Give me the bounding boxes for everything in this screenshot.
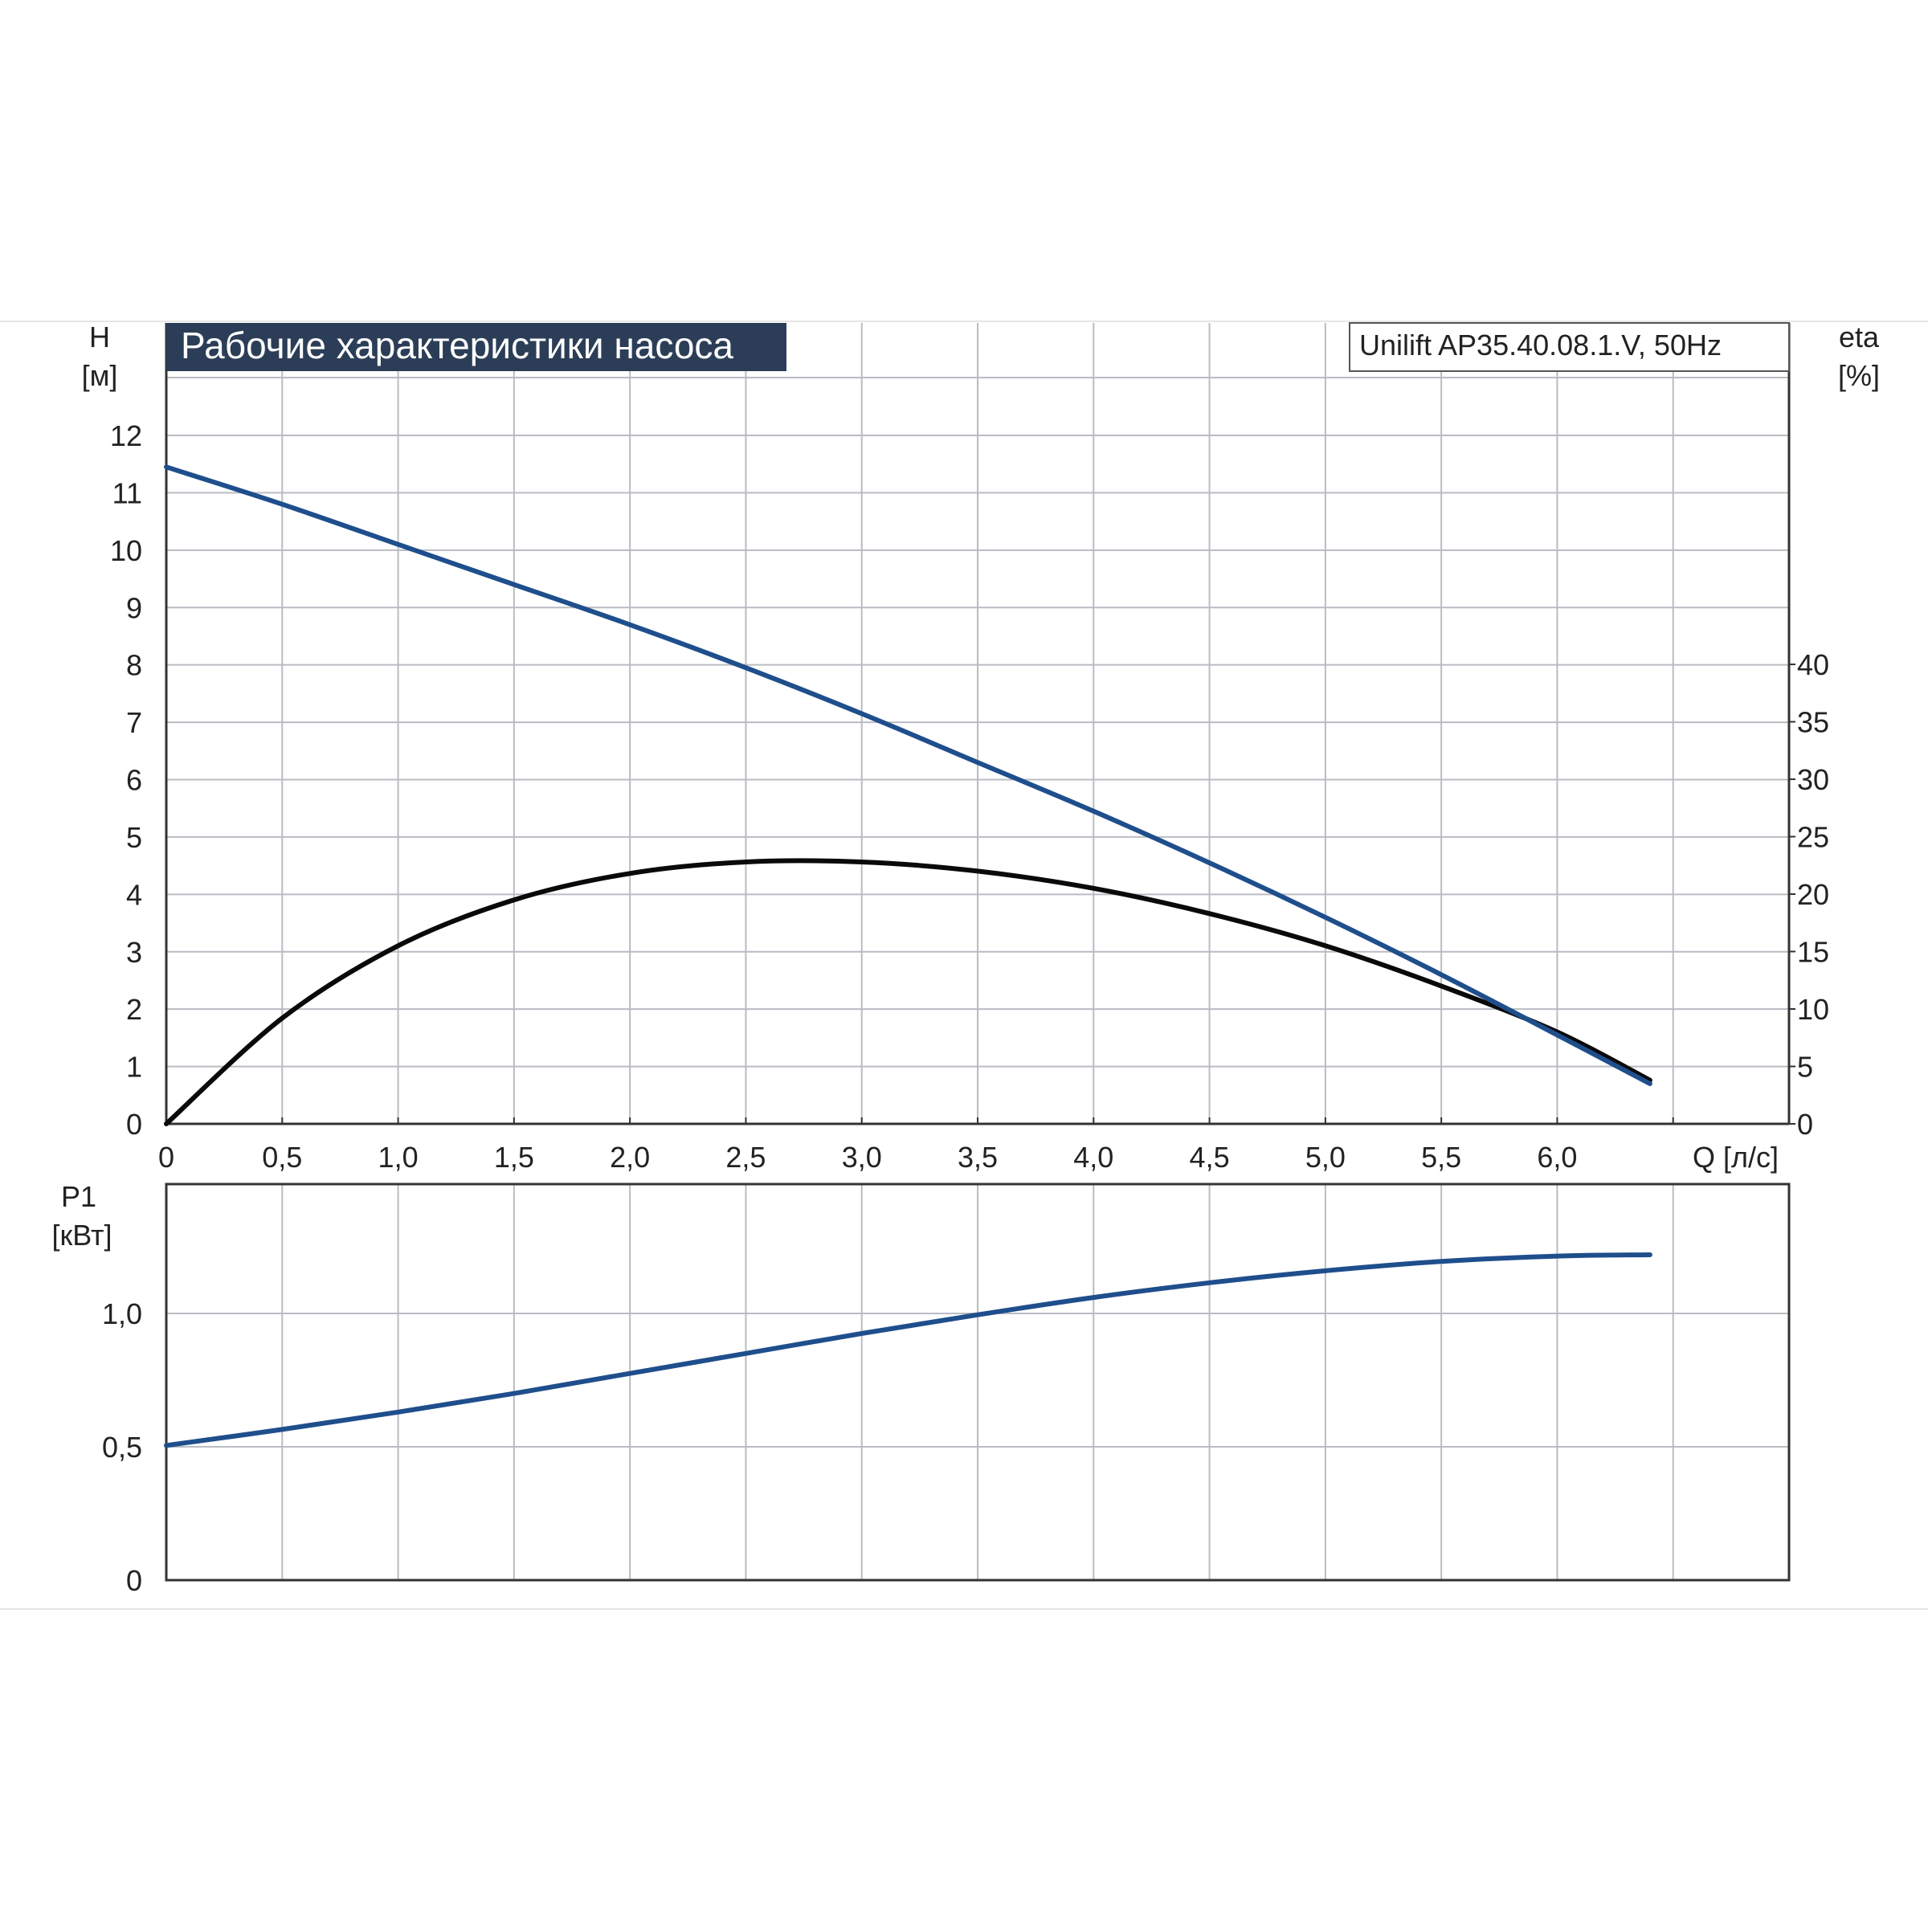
y-left-tick-label: 12	[110, 419, 142, 452]
x-tick-label: 1,5	[494, 1141, 534, 1174]
p1-label-unit: [кВт]	[51, 1219, 112, 1252]
y-right-label-name: eta	[1839, 321, 1880, 353]
y-left-tick-label: 9	[126, 591, 142, 624]
tick-labels: 0 0,5 1,0 1,5 2,0 2,5 3,0 3,5 4,0 4,5 5,0 5,5 6,0012…	[102, 419, 1829, 1597]
x-tick-label: 4,5	[1190, 1141, 1230, 1174]
model-label: Unilift AP35.40.08.1.V, 50Hz	[1359, 329, 1722, 361]
y-left-tick-label: 6	[126, 764, 142, 797]
p1-tick-label: 1,0	[102, 1297, 142, 1330]
x-tick-label: 5,0	[1305, 1141, 1346, 1174]
y-right-tick-label: 10	[1797, 993, 1829, 1026]
model-label-box	[1349, 322, 1790, 372]
y-left-tick-label: 5	[126, 821, 142, 854]
x-tick-label: 2,5	[725, 1141, 766, 1174]
x-tick-label: 6,0	[1537, 1141, 1577, 1174]
x-tick-label: 3,5	[958, 1141, 998, 1174]
y-left-tick-label: 3	[126, 936, 142, 969]
y-right-tick-label: 20	[1797, 878, 1829, 911]
x-tick-label: 0,5	[262, 1141, 302, 1174]
y-left-tick-label: 7	[126, 706, 142, 739]
x-tick-label: 4,0	[1073, 1141, 1113, 1174]
y-right-label-unit: [%]	[1838, 359, 1880, 392]
p1-label-name: P1	[61, 1180, 96, 1213]
bottom-plot-grid	[165, 1182, 1791, 1582]
chart-title: Рабочие характеристики насоса	[181, 325, 733, 366]
x-axis-label: Q [л/с]	[1693, 1141, 1779, 1174]
x-tick-label: 1,0	[378, 1141, 419, 1174]
y-right-tick-label: 30	[1797, 763, 1829, 796]
y-left-tick-label: 0	[126, 1108, 142, 1141]
efficiency-curve	[164, 858, 1652, 1126]
y-left-tick-label: 1	[126, 1051, 142, 1084]
title-box	[166, 323, 786, 371]
head-curve	[164, 464, 1652, 1086]
x-tick-label: 2,0	[610, 1141, 650, 1174]
top-plot-grid	[165, 323, 1791, 1125]
y-left-tick-label: 8	[126, 649, 142, 682]
y-left-tick-label: 10	[110, 534, 142, 567]
x-tick-label: 3,0	[842, 1141, 882, 1174]
y-left-label-unit: [м]	[82, 359, 118, 392]
x-tick-label: 5,5	[1421, 1141, 1461, 1174]
y-right-tick-label: 15	[1797, 936, 1829, 969]
y-left-label-name: H	[89, 321, 110, 353]
data-series	[164, 464, 1652, 1448]
y-right-tick-label: 40	[1797, 648, 1829, 681]
x-tick-label: 0	[158, 1141, 174, 1174]
p1-plot-frame	[165, 1182, 1791, 1582]
y-right-tick-label: 35	[1797, 706, 1829, 739]
y-left-tick-label: 4	[126, 878, 142, 911]
p1-tick-label: 0,5	[102, 1431, 142, 1464]
y-right-tick-label: 25	[1797, 821, 1829, 854]
p1-tick-label: 0	[126, 1564, 142, 1597]
y-left-tick-label: 2	[126, 993, 142, 1026]
y-right-tick-label: 0	[1797, 1108, 1813, 1141]
power-curve	[164, 1252, 1652, 1448]
y-right-tick-label: 5	[1797, 1051, 1813, 1084]
y-left-tick-label: 11	[112, 476, 142, 509]
